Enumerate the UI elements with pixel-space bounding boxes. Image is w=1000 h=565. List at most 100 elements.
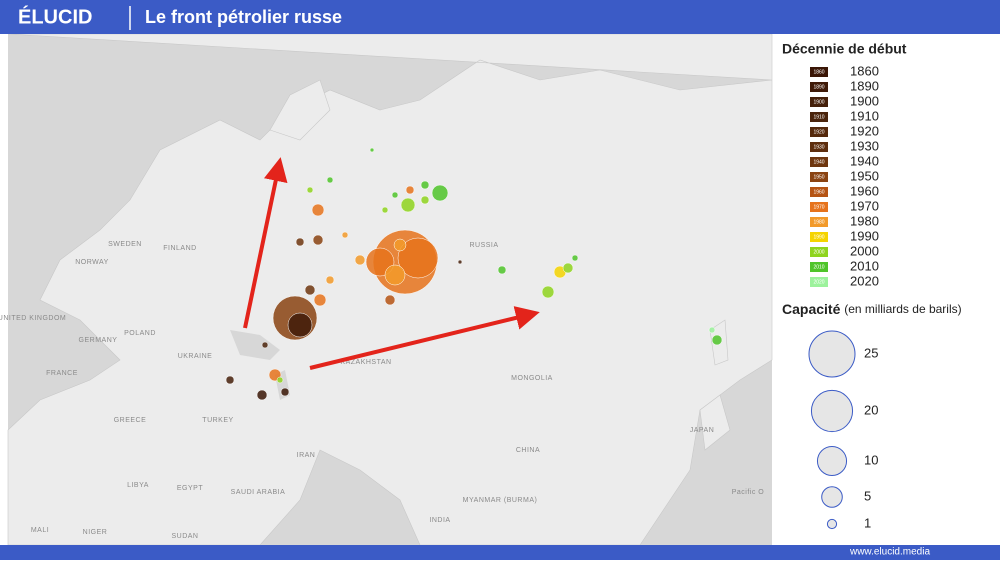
decade-swatch [810,67,828,77]
oil-field [312,234,324,246]
oil-field [420,195,430,205]
oil-field [400,197,416,213]
decade-swatch-label: 1860 [813,69,824,75]
country-label: TURKEY [202,417,233,424]
footer-bar [0,545,1000,560]
country-label: POLAND [124,330,156,337]
map-labels: SWEDEN FINLAND NORWAY RUSSIA UNITED KINGDOM G… [0,241,764,540]
country-label: GREECE [114,417,147,424]
country-label: GERMANY [79,337,118,344]
oil-field [304,284,316,296]
decade-swatch [810,262,828,272]
decade-swatch [810,112,828,122]
oil-field [708,326,716,334]
capacity-label: 25 [864,345,878,360]
capacity-subtitle: (en milliards de barils) [844,302,961,316]
decade-legend-title: Décennie de début [782,41,907,57]
novaya-zemlya [269,79,331,141]
decade-label: 1900 [850,93,879,108]
decade-swatch-label: 2020 [813,279,824,285]
capacity-circle [810,389,854,433]
decade-swatch [810,202,828,212]
oil-field [562,262,574,274]
arrows [243,157,540,370]
oil-field [571,254,579,262]
oil-field [306,186,314,194]
decade-swatch [810,127,828,137]
oil-field [369,147,375,153]
oil-field [431,184,449,202]
country-label: MONGOLIA [511,375,553,382]
decade-swatch-label: 1940 [813,159,824,165]
decade-label: 1990 [850,228,879,243]
decade-label: 1950 [850,168,879,183]
oil-field [276,376,284,384]
decade-swatch [810,187,828,197]
country-label: UKRAINE [178,353,213,360]
country-label: LIBYA [127,482,149,489]
brand: ÉLUCID [18,5,92,28]
oil-field [326,176,334,184]
oil-field [287,312,313,338]
country-label: CHINA [516,447,540,454]
decade-label: 1910 [850,108,879,123]
oil-field [311,203,325,217]
islands [699,319,731,451]
header-bar [0,0,1000,34]
oil-field [325,275,335,285]
decade-swatch-label: 2000 [813,249,824,255]
decade-label: 2010 [850,258,879,273]
decade-label: 1970 [850,198,879,213]
capacity-label: 20 [864,402,878,417]
decade-swatch-label: 2010 [813,264,824,270]
decade-swatch-label: 1970 [813,204,824,210]
oil-field [393,238,407,252]
country-label: UNITED KINGDOM [0,315,66,322]
oil-field [261,341,269,349]
oil-field [225,375,235,385]
oil-fields [225,147,723,401]
decade-swatch-label: 1990 [813,234,824,240]
decade-label: 1980 [850,213,879,228]
country-label: MYANMAR (BURMA) [463,497,538,504]
oil-field [256,389,268,401]
decade-label: 1940 [850,153,879,168]
decade-label: 1930 [850,138,879,153]
oil-field [295,237,305,247]
decade-swatch-label: 1890 [813,84,824,90]
decade-swatch [810,172,828,182]
oil-field [354,254,366,266]
capacity-circle [816,445,848,477]
country-label: SAUDI ARABIA [231,489,286,496]
oil-field [397,237,439,279]
capacity-legend-title: Capacité (en milliards de barils) [782,301,962,317]
capacity-label: 5 [864,488,871,503]
country-label: IRAN [297,452,316,459]
oil-field [711,334,723,346]
country-label: NORWAY [75,259,109,266]
capacity-circle [821,486,843,508]
country-label: FRANCE [46,370,78,377]
oil-field [280,387,290,397]
oil-field [384,264,406,286]
oil-field [391,191,399,199]
decade-swatch [810,142,828,152]
country-label: Pacific O [732,489,765,496]
decade-label: 2000 [850,243,879,258]
country-label: INDIA [429,517,450,524]
oil-field [541,285,555,299]
oil-field [313,293,327,307]
oil-field [381,206,389,214]
decade-label: 1920 [850,123,879,138]
country-label: SUDAN [171,533,198,540]
country-label: JAPAN [690,427,715,434]
decade-label: 1860 [850,63,879,78]
decade-swatch-label: 1910 [813,114,824,120]
decade-swatch-label: 1920 [813,129,824,135]
oil-field [497,265,507,275]
decade-label: 1890 [850,78,879,93]
decade-swatch-label: 1950 [813,174,824,180]
decade-label: 2020 [850,273,879,288]
